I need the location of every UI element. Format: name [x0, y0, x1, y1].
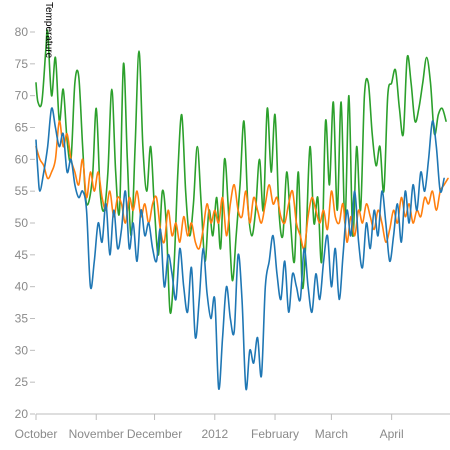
y-tick-label: 70	[15, 89, 29, 103]
x-axis: October November December 2012 February March…	[15, 413, 450, 441]
x-tick-label: March	[315, 427, 348, 441]
y-tick-label: 50	[15, 216, 29, 230]
y-tick-label: 65	[15, 121, 29, 135]
series-line-3	[35, 107, 445, 391]
y-tick-label: 60	[15, 152, 29, 166]
series-line-1	[35, 29, 447, 315]
y-tick-label: 80	[15, 25, 29, 39]
x-tick-label: April	[380, 427, 404, 441]
y-tick-label: 20	[15, 407, 29, 421]
x-tick-label: February	[251, 427, 299, 441]
y-tick-label: 40	[15, 280, 29, 294]
x-tick-label: October	[15, 427, 58, 441]
x-tick-label: December	[127, 427, 182, 441]
y-tick-label: 35	[15, 312, 29, 326]
y-tick-label: 45	[15, 248, 29, 262]
y-tick-label: 25	[15, 375, 29, 389]
y-axis-label: Temperature	[43, 2, 54, 59]
x-tick-label: 2012	[201, 427, 228, 441]
y-axis: 20 25 30 35 40 45 50 55 60 65 70 75 80	[15, 25, 35, 421]
y-tick-label: 75	[15, 57, 29, 71]
y-tick-label: 30	[15, 343, 29, 357]
y-tick-label: 55	[15, 184, 29, 198]
x-tick-label: November	[69, 427, 124, 441]
series-lines	[35, 29, 449, 391]
